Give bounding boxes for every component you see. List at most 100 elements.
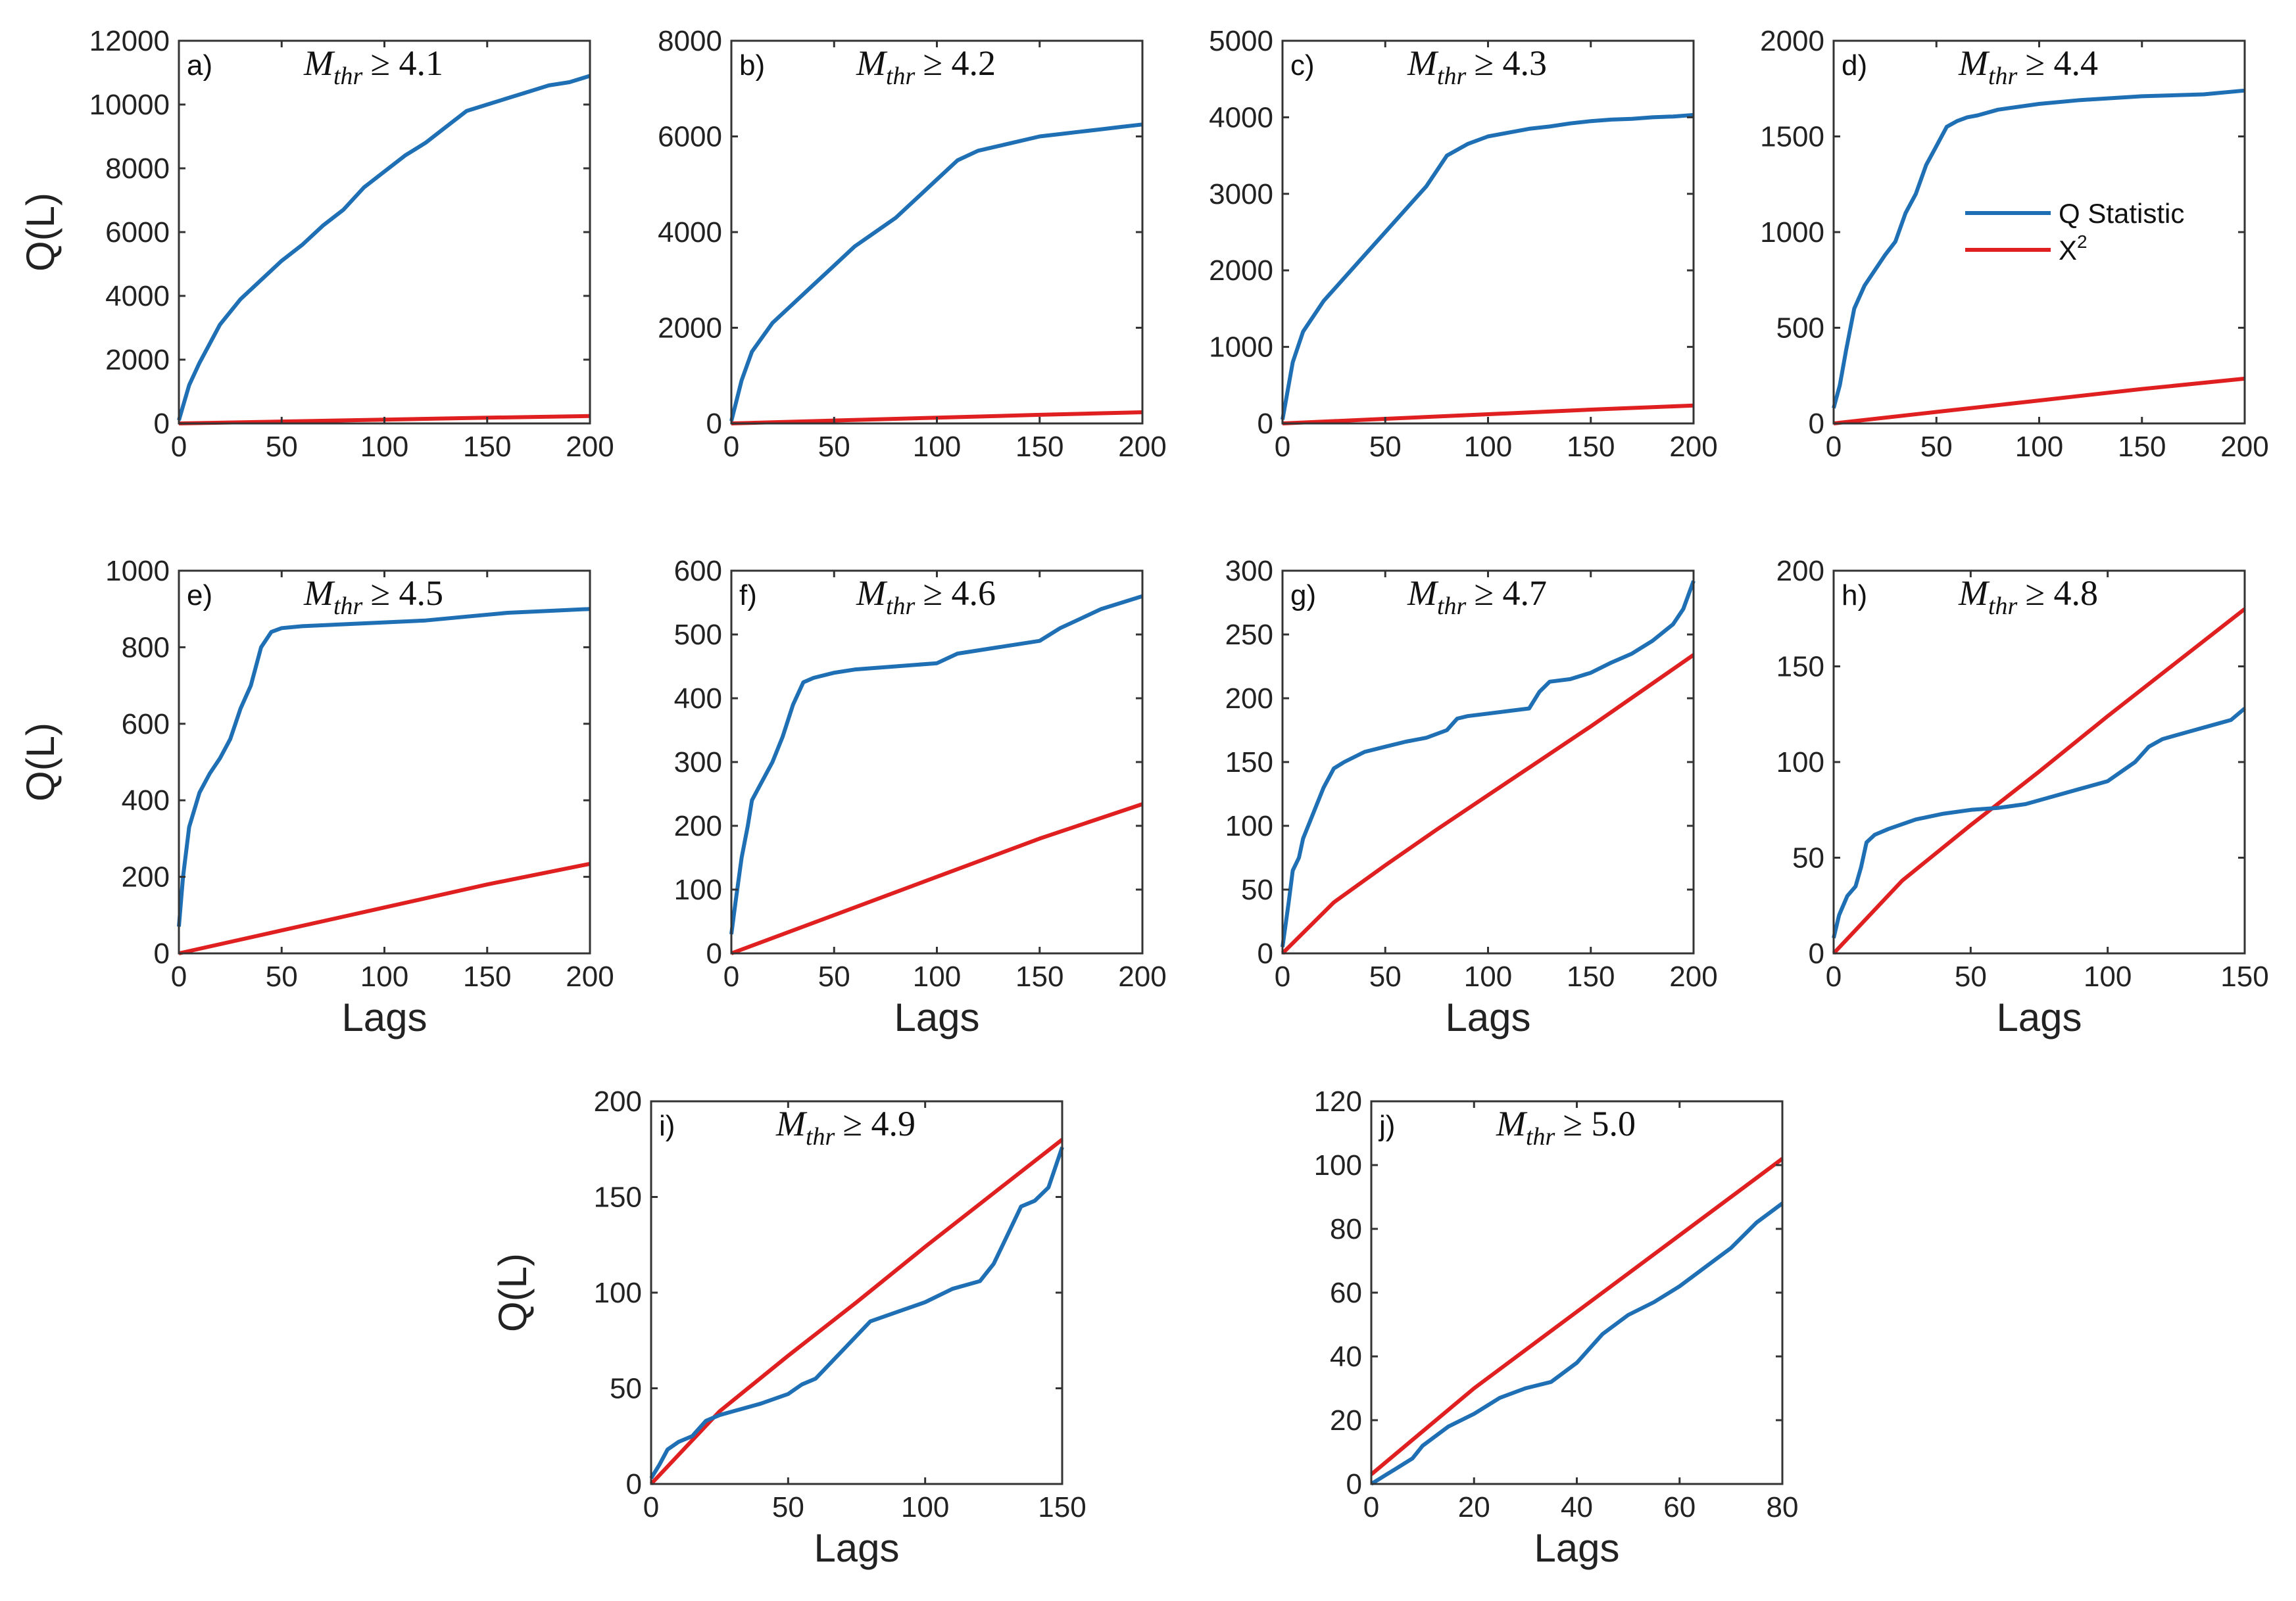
x-tick-label: 0: [171, 431, 187, 463]
panel-letter: j): [1378, 1110, 1395, 1142]
x-tick-label: 150: [463, 431, 511, 463]
y-tick-label: 600: [674, 555, 722, 587]
x-axis-label: Lags: [1445, 995, 1530, 1039]
legend-chi2-label: X2: [2059, 231, 2088, 266]
y-tick-label: 300: [1225, 555, 1273, 587]
panel-letter: d): [1842, 49, 1867, 82]
chi2-line: [178, 861, 591, 955]
y-tick-label: 100: [1314, 1149, 1362, 1182]
chi2-line: [649, 1137, 1063, 1486]
x-tick-label: 50: [818, 961, 850, 993]
y-tick-label: 6000: [105, 216, 170, 249]
title-subscript: thr: [886, 62, 916, 90]
x-tick-label: 20: [1458, 1491, 1490, 1523]
panel-letter: c): [1290, 49, 1315, 82]
q-statistic-line: [1281, 580, 1696, 947]
x-tick-label: 200: [566, 431, 614, 463]
x-tick-label: 200: [566, 961, 614, 993]
y-tick-label: 4000: [1209, 101, 1273, 133]
q-statistic-line: [729, 594, 1143, 935]
x-tick-label: 0: [1826, 431, 1842, 463]
y-tick-label: 4000: [658, 216, 722, 249]
y-tick-label: 100: [674, 874, 722, 906]
q-statistic-line: [177, 74, 591, 421]
title-subscript: thr: [1988, 62, 2018, 90]
title-symbol: M: [1407, 573, 1439, 613]
title-subscript: thr: [1988, 592, 2018, 620]
y-tick-label: 600: [122, 708, 170, 740]
title-subscript: thr: [1526, 1123, 1555, 1151]
y-tick-label: 1000: [105, 555, 170, 587]
x-tick-label: 100: [360, 431, 408, 463]
y-tick-label: 150: [1225, 746, 1273, 778]
q-statistic-line: [177, 607, 591, 927]
title-symbol: M: [856, 43, 888, 83]
title-symbol: M: [1958, 43, 1990, 83]
y-tick-label: 100: [594, 1277, 642, 1309]
x-tick-label: 50: [1920, 431, 1953, 463]
x-tick-label: 150: [1567, 431, 1615, 463]
panel-letter: i): [659, 1110, 675, 1142]
y-tick-label: 200: [122, 861, 170, 894]
x-tick-label: 100: [360, 961, 408, 993]
axes-frame: [178, 39, 591, 425]
x-tick-label: 50: [266, 961, 298, 993]
y-tick-label: 150: [1776, 651, 1824, 683]
x-tick-label: 150: [1038, 1491, 1086, 1523]
x-tick-label: 150: [2118, 431, 2166, 463]
x-tick-label: 50: [818, 431, 850, 463]
panel-e: 0 50 100 150 200 0 200 400 600 800 1000 e) Mthr ≥ 4.5…: [18, 555, 614, 1039]
y-tick-label: 300: [674, 746, 722, 778]
chi2-line: [1370, 1157, 1784, 1476]
y-tick-label: 800: [122, 631, 170, 663]
y-tick-label: 8000: [105, 153, 170, 185]
panel-title: Mthr ≥ 4.2: [856, 43, 996, 90]
axes-frame: [730, 569, 1144, 955]
q-statistic-line: [1832, 88, 2245, 409]
title-threshold: ≥ 4.8: [2025, 573, 2098, 613]
panel-title: Mthr ≥ 4.4: [1958, 43, 2098, 90]
axes-frame: [1370, 1100, 1784, 1485]
x-tick-label: 100: [901, 1491, 949, 1523]
y-tick-label: 0: [154, 938, 170, 970]
x-tick-label: 100: [1464, 961, 1512, 993]
y-tick-label: 0: [706, 408, 722, 440]
x-tick-label: 100: [913, 431, 961, 463]
title-symbol: M: [303, 43, 335, 83]
axes-frame: [1281, 39, 1695, 425]
q-statistic-line: [1370, 1201, 1784, 1486]
panel-title: Mthr ≥ 4.1: [303, 43, 443, 90]
title-threshold: ≥ 4.4: [2025, 43, 2098, 83]
y-tick-label: 50: [610, 1373, 642, 1405]
panel-g: 0 50 100 150 200 0 50 100 150 200 250 300 g) Mthr ≥ 4.…: [1225, 555, 1718, 1039]
y-tick-label: 0: [1346, 1468, 1362, 1500]
y-tick-label: 4000: [105, 280, 170, 312]
y-tick-label: 400: [674, 682, 722, 715]
panel-title: Mthr ≥ 4.6: [856, 573, 996, 620]
x-tick-label: 200: [2220, 431, 2268, 463]
y-tick-label: 100: [1776, 746, 1824, 778]
x-tick-label: 150: [1015, 431, 1063, 463]
panel-letter: b): [739, 49, 765, 82]
y-tick-label: 10000: [89, 89, 170, 121]
panel-j: 0 20 40 60 80 0 20 40 60 80 100 120 j) Mthr ≥ 5.0 Lags: [1314, 1086, 1799, 1570]
axes-frame: [1832, 569, 2246, 955]
y-tick-label: 200: [1225, 682, 1273, 715]
y-tick-label: 50: [1241, 874, 1273, 906]
x-tick-label: 50: [772, 1491, 804, 1523]
y-tick-label: 50: [1792, 842, 1824, 874]
y-tick-label: 100: [1225, 810, 1273, 842]
y-tick-label: 0: [1258, 408, 1273, 440]
x-axis-label: Lags: [814, 1526, 899, 1570]
y-tick-label: 200: [1776, 555, 1824, 587]
panel-title: Mthr ≥ 4.8: [1958, 573, 2098, 620]
x-tick-label: 200: [1118, 961, 1166, 993]
y-tick-label: 40: [1330, 1341, 1362, 1373]
title-symbol: M: [856, 573, 888, 613]
y-tick-label: 400: [122, 784, 170, 817]
panel-letter: e): [187, 579, 212, 611]
x-tick-label: 50: [1369, 431, 1402, 463]
x-tick-label: 80: [1767, 1491, 1799, 1523]
x-tick-label: 50: [1369, 961, 1402, 993]
